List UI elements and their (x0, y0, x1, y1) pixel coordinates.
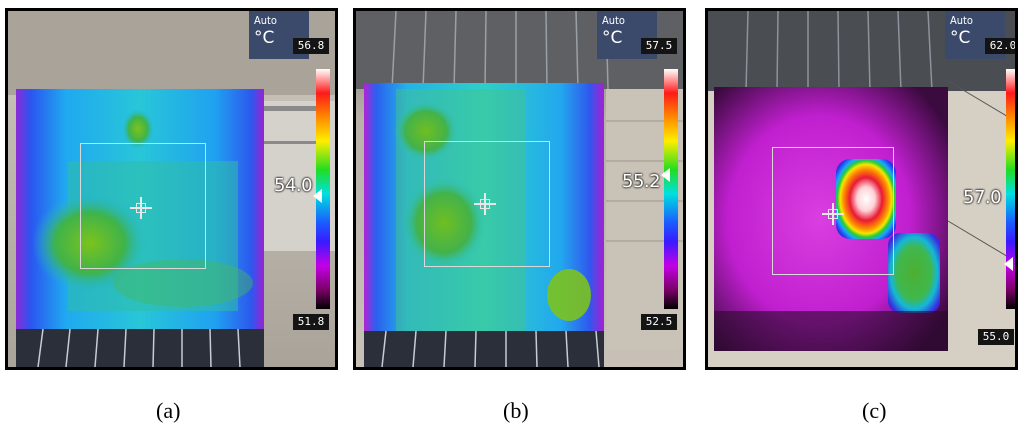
thermal-image-a: Auto °C 56.8 54.0 51.8 (5, 8, 338, 370)
mode-label-c: Auto (950, 14, 973, 27)
scale-marker-b (661, 168, 670, 182)
scale-max-a: 56.8 (293, 38, 329, 54)
measurement-roi-c (772, 147, 894, 275)
scale-min-c: 55.0 (978, 329, 1014, 345)
unit-label-b: °C (602, 28, 623, 48)
spot-crosshair-c (822, 203, 844, 225)
mode-label-a: Auto (254, 14, 277, 27)
thermal-image-b: Auto °C 57.5 55.2 52.5 (353, 8, 686, 370)
scale-min-b: 52.5 (641, 314, 677, 330)
scale-marker-c (1004, 257, 1013, 271)
mode-label-b: Auto (602, 14, 625, 27)
scale-max-c: 62.0 (985, 38, 1015, 54)
spot-crosshair-b (474, 193, 496, 215)
scale-min-a: 51.8 (293, 314, 329, 330)
color-scale-c (1006, 69, 1015, 309)
measurement-roi-b (424, 141, 550, 267)
scale-max-b: 57.5 (641, 38, 677, 54)
spot-reading-b: 55.2 (622, 171, 661, 192)
thermal-scene-c (708, 11, 1015, 367)
spot-reading-a: 54.0 (274, 175, 313, 196)
color-scale-b (664, 69, 678, 309)
spot-crosshair-a (130, 197, 152, 219)
color-scale-a (316, 69, 330, 309)
spot-reading-c: 57.0 (963, 187, 1002, 208)
caption-a: (a) (156, 398, 181, 423)
scale-marker-a (313, 189, 322, 203)
unit-label-a: °C (254, 28, 275, 48)
measurement-roi-a (80, 143, 206, 269)
thermal-image-c: Auto °C 62.0 57.0 55.0 (705, 8, 1018, 370)
unit-label-c: °C (950, 28, 971, 48)
caption-c: (c) (862, 398, 887, 423)
caption-b: (b) (503, 398, 529, 423)
